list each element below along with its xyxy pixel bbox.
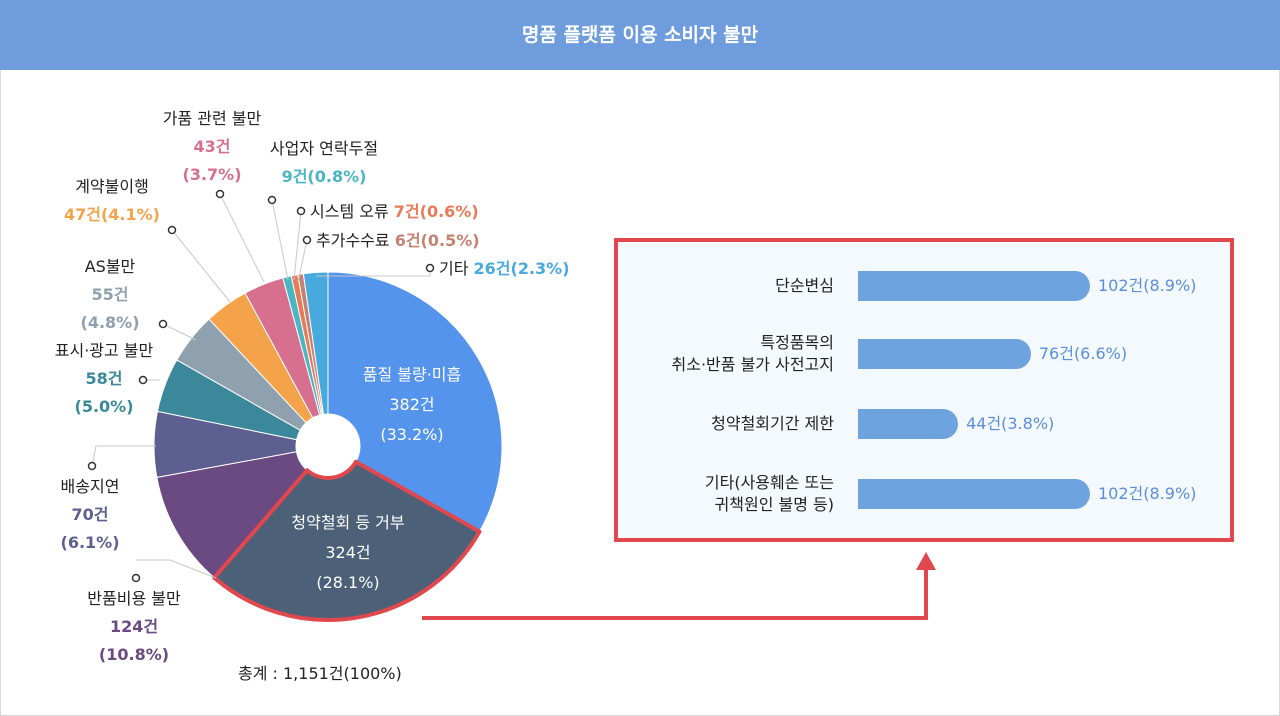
slice-label-name: 사업자 연락두절 xyxy=(270,139,378,158)
highlight-outline xyxy=(212,459,482,622)
slice-label-name: 표시·광고 불만 xyxy=(55,341,154,360)
detail-bar-label: 기타(사용훼손 또는 귀책원인 불명 등) xyxy=(704,473,834,514)
detail-bar-row: 특정품목의 취소·반품 불가 사전고지 76건(6.6%) xyxy=(618,333,1230,374)
pie-slice xyxy=(327,271,503,533)
leader-dot xyxy=(302,235,312,245)
slice-label-pct: (33.2%) xyxy=(380,425,443,444)
slice-label-pct: (10.8%) xyxy=(99,645,169,664)
slice-label-value: 9건(0.8%) xyxy=(282,167,367,186)
slice-label-count: 70건 xyxy=(72,505,109,524)
pie-slice xyxy=(156,451,308,579)
detail-bar xyxy=(858,339,1031,369)
detail-bar-value: 44건(3.8%) xyxy=(966,414,1055,433)
leader-dot xyxy=(131,573,141,583)
chart-title: 명품 플랫폼 이용 소비자 불만 xyxy=(521,24,759,46)
slice-label-name: AS불만 xyxy=(85,257,136,276)
slice-label-inline: 시스템 오류 7건(0.6%) xyxy=(310,202,479,221)
slice-label-pct: (4.8%) xyxy=(81,313,140,332)
leader-dot xyxy=(267,195,277,205)
detail-bar-value: 102건(8.9%) xyxy=(1098,484,1197,503)
leader-dot xyxy=(425,263,435,273)
leader-line xyxy=(162,323,197,341)
detail-bar-label: 단순변심 xyxy=(775,276,834,295)
detail-panel: 단순변심 102건(8.9%) 특정품목의 취소·반품 불가 사전고지 76건(6.6%… xyxy=(614,238,1234,542)
slice-label-name: 반품비용 불만 xyxy=(87,589,181,608)
detail-bar xyxy=(858,479,1090,509)
detail-bar-label: 특정품목의 취소·반품 불가 사전고지 xyxy=(671,333,834,374)
connector-arrow-head xyxy=(916,552,936,570)
detail-bar-row: 청약철회기간 제한 44건(3.8%) xyxy=(618,409,1230,439)
connector-arrow-line xyxy=(422,568,928,620)
detail-bar xyxy=(858,271,1090,301)
leader-dot xyxy=(296,206,306,216)
leader-dot xyxy=(215,189,225,199)
slice-label-count: 43건 xyxy=(194,137,231,156)
leader-line xyxy=(293,210,302,281)
slice-label-inline: 기타 26건(2.3%) xyxy=(439,259,570,278)
leader-line xyxy=(136,559,217,579)
leader-dot xyxy=(158,319,168,329)
slice-label-count: 55건 xyxy=(92,285,129,304)
leader-line xyxy=(171,229,231,303)
leader-line xyxy=(297,239,308,283)
leader-dot xyxy=(87,461,97,471)
slice-label-name: 계약불이행 xyxy=(75,177,149,196)
leader-dot xyxy=(167,225,177,235)
slice-label-count: 124건 xyxy=(110,617,158,636)
detail-bar-row: 단순변심 102건(8.9%) xyxy=(618,271,1230,301)
leader-line xyxy=(271,199,289,281)
slice-label-pct: (5.0%) xyxy=(75,397,134,416)
total-label: 총계 : 1,151건(100%) xyxy=(238,664,402,683)
slice-label-count: 324건 xyxy=(325,543,370,562)
pie-slice xyxy=(302,271,329,415)
slice-label-value: 47건(4.1%) xyxy=(64,205,160,224)
leader-line xyxy=(219,193,265,283)
slice-label-count: 58건 xyxy=(86,369,123,388)
slice-label-count: 382건 xyxy=(389,395,434,414)
detail-bar xyxy=(858,409,959,439)
detail-bar-label: 청약철회기간 제한 xyxy=(711,414,834,433)
leader-line xyxy=(91,445,156,467)
slice-label-name: 품질 불량·미흡 xyxy=(363,365,462,384)
header-bar: 명품 플랫폼 이용 소비자 불만 xyxy=(0,0,1280,70)
slice-label-name: 청약철회 등 거부 xyxy=(291,513,404,532)
detail-bar-row: 기타(사용훼손 또는 귀책원인 불명 등) 102건(8.9%) xyxy=(618,473,1230,514)
slice-label-name: 배송지연 xyxy=(61,477,120,496)
detail-bar-value: 76건(6.6%) xyxy=(1038,344,1128,363)
slice-label-pct: (6.1%) xyxy=(61,533,120,552)
slice-label-name: 가품 관련 불만 xyxy=(163,109,262,128)
leader-dot xyxy=(138,375,148,385)
slice-label-inline: 추가수수료 6건(0.5%) xyxy=(316,231,480,250)
slice-label-pct: (3.7%) xyxy=(183,165,242,184)
slice-label-pct: (28.1%) xyxy=(316,573,379,592)
detail-bar-value: 102건(8.9%) xyxy=(1098,276,1197,295)
